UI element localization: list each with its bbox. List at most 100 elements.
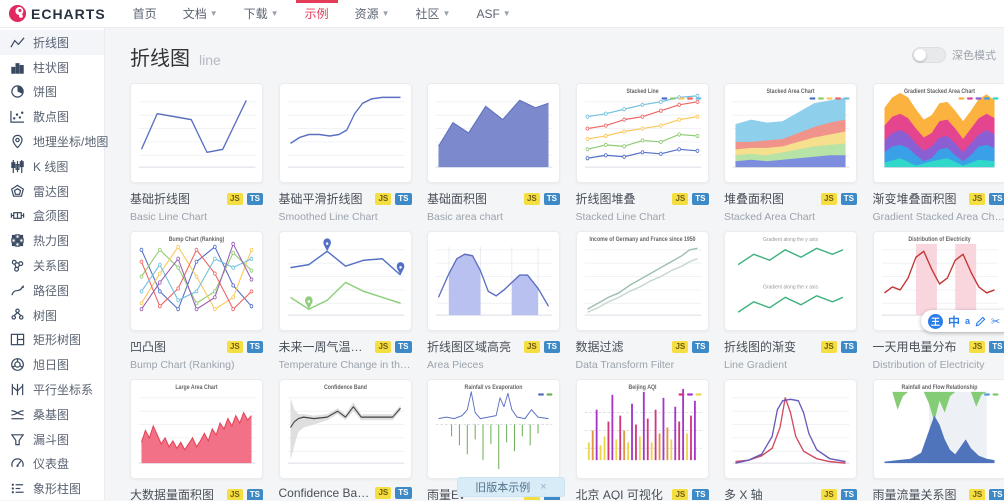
example-thumbnail[interactable]: Large Area Chart [130,379,263,479]
sidebar-item-line[interactable]: 折线图 [0,30,104,55]
js-badge[interactable]: JS [375,193,391,205]
js-badge[interactable]: JS [375,487,391,499]
example-title[interactable]: 堆叠面积图 [724,190,816,207]
js-badge[interactable]: JS [969,489,985,501]
ts-badge[interactable]: TS [692,341,708,353]
example-thumbnail[interactable] [427,83,560,183]
js-badge[interactable]: JS [672,341,688,353]
sidebar-item-funnel[interactable]: 漏斗图 [0,427,104,452]
example-thumbnail[interactable] [279,83,412,183]
example-title[interactable]: 凹凸图 [130,338,222,355]
example-title[interactable]: 折线图的渐变 [724,338,816,355]
sidebar-item-bar[interactable]: 柱状图 [0,55,104,80]
ts-badge[interactable]: TS [841,489,857,501]
js-badge[interactable]: JS [821,489,837,501]
example-thumbnail[interactable]: Confidence Band [279,379,412,479]
ts-badge[interactable]: TS [692,489,708,501]
example-thumbnail[interactable]: Stacked Area Chart [724,83,857,183]
example-title[interactable]: 折线图区域高亮 [427,338,519,355]
example-title[interactable]: 基础面积图 [427,190,519,207]
ts-badge[interactable]: TS [247,193,263,205]
nav-item-download[interactable]: 下载▼ [231,0,292,27]
example-title[interactable]: 折线图堆叠 [576,190,668,207]
toast-close-icon[interactable]: × [540,481,546,493]
ts-badge[interactable]: TS [395,341,411,353]
sidebar-item-boxplot[interactable]: 盒须图 [0,204,104,229]
sidebar-item-map[interactable]: 地理坐标/地图 [0,129,104,154]
sidebar-item-treemap[interactable]: 矩形树图 [0,328,104,353]
sidebar-item-sunburst[interactable]: 旭日图 [0,352,104,377]
example-thumbnail[interactable]: Stacked Line [576,83,709,183]
ts-badge[interactable]: TS [989,341,1004,353]
nav-item-docs[interactable]: 文档▼ [170,0,231,27]
example-title[interactable]: 渐变堆叠面积图 [873,190,965,207]
js-badge[interactable]: JS [672,193,688,205]
ts-badge[interactable]: TS [841,193,857,205]
example-thumbnail[interactable] [724,379,857,479]
example-thumbnail[interactable]: Income of Germany and France since 1950 [576,231,709,331]
pencil-icon[interactable] [975,316,986,327]
example-thumbnail[interactable]: Bump Chart (Ranking) [130,231,263,331]
sidebar-item-lines[interactable]: 路径图 [0,278,104,303]
js-badge[interactable]: JS [969,193,985,205]
example-thumbnail[interactable]: Rainfall vs Evaporation [427,379,560,479]
sidebar-item-parallel[interactable]: 平行坐标系 [0,377,104,402]
translate-wang-icon[interactable]: 王 [928,314,943,329]
ts-badge[interactable]: TS [247,489,263,501]
js-badge[interactable]: JS [227,193,243,205]
example-thumbnail[interactable]: Beijing AQI [576,379,709,479]
nav-item-community[interactable]: 社区▼ [403,0,464,27]
nav-item-home[interactable]: 首页 [120,0,170,27]
js-badge[interactable]: JS [227,341,243,353]
example-title[interactable]: Confidence Band [279,486,371,500]
sidebar-item-sankey[interactable]: 桑基图 [0,402,104,427]
nav-item-asf[interactable]: ASF▼ [463,0,523,27]
echarts-logo[interactable]: ECHARTS [8,4,106,23]
example-thumbnail[interactable]: Rainfall and Flow Relationship [873,379,1004,479]
scissors-icon[interactable]: ✂ [991,315,1000,328]
example-title[interactable]: 未来一周气温变化 [279,338,371,355]
nav-item-examples[interactable]: 示例 [292,0,342,27]
sidebar-item-radar[interactable]: 雷达图 [0,179,104,204]
example-title[interactable]: 多 X 轴 [724,486,816,500]
example-thumbnail[interactable] [130,83,263,183]
example-title[interactable]: 大数据量面积图 [130,486,222,500]
sidebar-item-scatter[interactable]: 散点图 [0,104,104,129]
js-badge[interactable]: JS [524,341,540,353]
phonetic-icon[interactable]: a [965,316,970,326]
sidebar-item-pictorialBar[interactable]: 象形柱图 [0,476,104,501]
js-badge[interactable]: JS [227,489,243,501]
example-thumbnail[interactable]: Gradient Stacked Area Chart [873,83,1004,183]
ts-badge[interactable]: TS [544,193,560,205]
example-thumbnail[interactable] [279,231,412,331]
js-badge[interactable]: JS [821,193,837,205]
ts-badge[interactable]: TS [989,193,1004,205]
sidebar-item-gauge[interactable]: 仪表盘 [0,452,104,477]
js-badge[interactable]: JS [375,341,391,353]
example-title[interactable]: 雨量流量关系图 [873,486,965,500]
ts-badge[interactable]: TS [395,487,411,499]
ts-badge[interactable]: TS [247,341,263,353]
sidebar-item-tree[interactable]: 树图 [0,303,104,328]
sidebar-item-heatmap[interactable]: 热力图 [0,228,104,253]
js-badge[interactable]: JS [821,341,837,353]
example-title[interactable]: 基础折线图 [130,190,222,207]
js-badge[interactable]: JS [969,341,985,353]
dark-mode-toggle[interactable] [912,47,946,63]
ts-badge[interactable]: TS [395,193,411,205]
sidebar-item-pie[interactable]: 饼图 [0,80,104,105]
example-thumbnail[interactable] [427,231,560,331]
sidebar-item-graph[interactable]: 关系图 [0,253,104,278]
js-badge[interactable]: JS [672,489,688,501]
example-title[interactable]: 基础平滑折线图 [279,190,371,207]
ts-badge[interactable]: TS [841,341,857,353]
chinese-icon[interactable]: 中 [948,313,960,330]
ts-badge[interactable]: TS [692,193,708,205]
example-title[interactable]: 数据过滤 [576,338,668,355]
js-badge[interactable]: JS [524,193,540,205]
ts-badge[interactable]: TS [544,341,560,353]
example-title[interactable]: 北京 AQI 可视化 [576,486,668,500]
example-title[interactable]: 一天用电量分布 [873,338,965,355]
nav-item-resources[interactable]: 资源▼ [342,0,403,27]
